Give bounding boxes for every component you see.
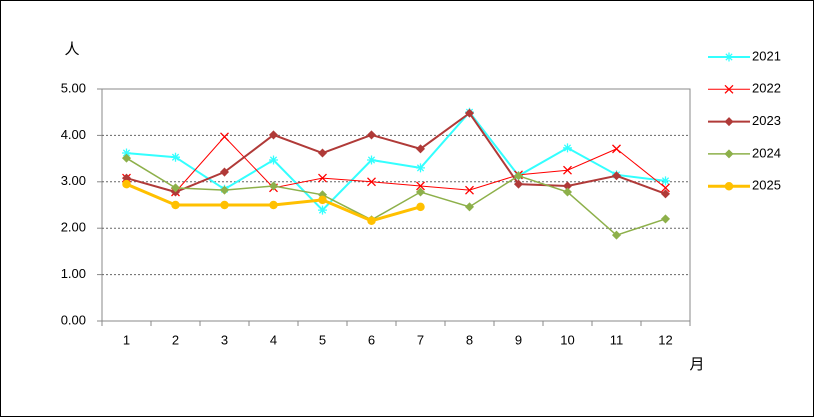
y-tick-label: 2.00 — [61, 220, 86, 235]
x-axis-label: 月 — [689, 356, 704, 373]
y-tick-label: 0.00 — [61, 312, 86, 327]
x-tick-label: 4 — [270, 332, 277, 347]
x-tick-label: 2 — [172, 332, 179, 347]
data-point — [318, 173, 327, 183]
legend-marker — [724, 52, 734, 62]
data-point — [464, 202, 475, 212]
data-point — [219, 185, 230, 195]
data-point — [121, 153, 132, 163]
data-point — [366, 130, 377, 140]
data-point — [415, 187, 426, 197]
data-point — [220, 200, 229, 210]
series-line — [126, 110, 666, 212]
legend-label: 2024 — [752, 145, 781, 160]
data-point — [415, 144, 426, 154]
x-tick-label: 11 — [610, 332, 624, 347]
legend-marker — [724, 181, 734, 191]
data-point — [661, 176, 670, 186]
data-point — [611, 171, 622, 181]
data-point — [268, 130, 279, 140]
series-line — [126, 136, 666, 193]
data-point — [318, 205, 327, 215]
legend-label: 2023 — [752, 113, 781, 128]
y-tick-label: 1.00 — [61, 266, 86, 281]
data-point — [170, 183, 181, 193]
x-tick-label: 3 — [221, 332, 228, 347]
data-point — [367, 216, 376, 226]
legend-marker — [724, 117, 734, 127]
data-point — [317, 148, 328, 158]
legend-label: 2021 — [752, 48, 781, 63]
data-point — [416, 163, 425, 173]
data-point — [416, 202, 425, 212]
data-point — [269, 155, 278, 165]
data-point — [219, 167, 230, 177]
data-point — [611, 230, 622, 240]
data-point — [464, 108, 475, 118]
x-tick-label: 12 — [658, 332, 672, 347]
data-point — [661, 183, 670, 193]
data-point — [513, 171, 524, 181]
x-tick-label: 1 — [123, 332, 130, 347]
data-point — [660, 214, 671, 224]
data-point — [220, 132, 229, 142]
x-tick-label: 6 — [368, 332, 375, 347]
y-tick-label: 5.00 — [61, 80, 86, 95]
legend-label: 2022 — [752, 81, 781, 96]
data-point — [416, 181, 425, 191]
data-point — [269, 200, 278, 210]
data-point — [562, 187, 573, 197]
data-point — [171, 152, 180, 162]
x-tick-label: 10 — [560, 332, 574, 347]
data-point — [367, 177, 376, 187]
data-point — [122, 148, 131, 158]
data-point — [465, 185, 474, 195]
y-tick-label: 4.00 — [61, 127, 86, 142]
x-tick-label: 8 — [466, 332, 473, 347]
data-point — [367, 155, 376, 165]
data-point — [563, 165, 572, 175]
y-tick-label: 3.00 — [61, 173, 86, 188]
data-point — [563, 143, 572, 153]
data-point — [171, 200, 180, 210]
x-tick-label: 5 — [319, 332, 326, 347]
x-tick-label: 7 — [417, 332, 424, 347]
legend-marker — [724, 149, 734, 159]
data-point — [660, 189, 671, 199]
data-point — [318, 195, 327, 205]
series-line — [126, 157, 666, 237]
data-point — [268, 181, 279, 191]
legend-marker — [724, 84, 734, 94]
data-point — [612, 144, 621, 154]
x-tick-label: 9 — [515, 332, 522, 347]
data-point — [513, 179, 524, 189]
legend-label: 2025 — [752, 178, 781, 193]
series-line — [126, 111, 666, 195]
y-axis-label: 人 — [64, 41, 79, 58]
data-point — [122, 179, 131, 189]
